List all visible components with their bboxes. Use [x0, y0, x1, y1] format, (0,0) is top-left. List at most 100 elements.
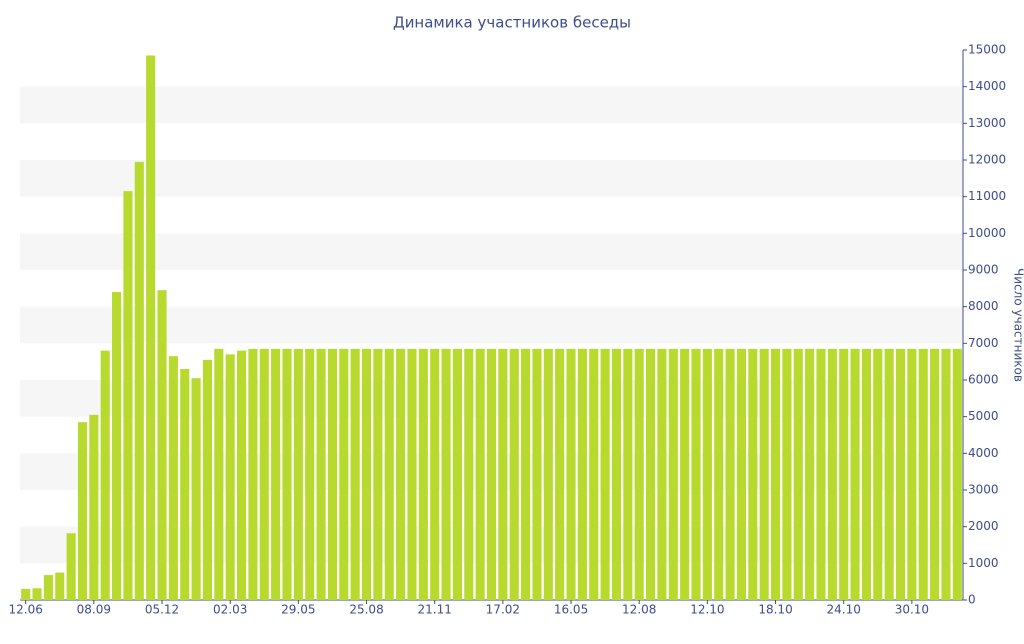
bar [157, 290, 166, 600]
bar [362, 349, 371, 600]
bar [476, 349, 485, 600]
bar [498, 349, 507, 600]
bar [32, 588, 41, 600]
x-tick-label: 05.12 [145, 603, 179, 617]
bar [555, 349, 564, 600]
bar [226, 354, 235, 600]
y-tick-label: 2000 [968, 519, 999, 533]
x-tick-label: 24.10 [827, 603, 861, 617]
bar [294, 349, 303, 600]
bar [941, 349, 950, 600]
bar [760, 349, 769, 600]
bar [351, 349, 360, 600]
bar [703, 349, 712, 600]
bar [851, 349, 860, 600]
x-tick-label: 29.05 [281, 603, 315, 617]
bar [680, 349, 689, 600]
y-tick-label: 9000 [968, 263, 999, 277]
x-tick-label: 16.05 [554, 603, 588, 617]
bar [44, 575, 53, 600]
bar [21, 589, 30, 600]
x-tick-label: 21.11 [418, 603, 452, 617]
bar [407, 349, 416, 600]
bar [192, 378, 201, 600]
bar [328, 349, 337, 600]
x-tick-label: 08.09 [77, 603, 111, 617]
bar [67, 533, 76, 600]
bar [510, 349, 519, 600]
bar [691, 349, 700, 600]
bar [885, 349, 894, 600]
y-axis-label: Число участников [1012, 268, 1024, 382]
bar [339, 349, 348, 600]
bar [737, 349, 746, 600]
bar [794, 349, 803, 600]
bar [373, 349, 382, 600]
bar [771, 349, 780, 600]
bar [237, 351, 246, 600]
bar [112, 292, 121, 600]
bar [419, 349, 428, 600]
x-tick-label: 25.08 [349, 603, 383, 617]
y-tick-label: 11000 [968, 189, 1006, 203]
bar [169, 356, 178, 600]
grid-band [20, 233, 963, 270]
bar [839, 349, 848, 600]
x-tick-label: 17.02 [486, 603, 520, 617]
bar [317, 349, 326, 600]
bar [566, 349, 575, 600]
bar [260, 349, 269, 600]
bar [669, 349, 678, 600]
bar [623, 349, 632, 600]
y-tick-label: 12000 [968, 153, 1006, 167]
bar [578, 349, 587, 600]
y-tick-label: 13000 [968, 116, 1006, 130]
x-tick-label: 02.03 [213, 603, 247, 617]
bar [726, 349, 735, 600]
bar [930, 349, 939, 600]
bar [646, 349, 655, 600]
bar [396, 349, 405, 600]
y-tick-label: 1000 [968, 556, 999, 570]
y-tick-label: 6000 [968, 373, 999, 387]
bar [714, 349, 723, 600]
bar [146, 56, 155, 601]
bar [862, 349, 871, 600]
bar [748, 349, 757, 600]
x-tick-label: 12.06 [9, 603, 43, 617]
y-tick-label: 8000 [968, 299, 999, 313]
bar [828, 349, 837, 600]
grid-band [20, 160, 963, 197]
bar [453, 349, 462, 600]
bar [601, 349, 610, 600]
grid-band [20, 87, 963, 124]
bar [782, 349, 791, 600]
bar [135, 162, 144, 600]
y-tick-label: 0 [968, 593, 976, 607]
y-tick-label: 3000 [968, 483, 999, 497]
bar [953, 349, 962, 600]
bar [464, 349, 473, 600]
y-tick-label: 7000 [968, 336, 999, 350]
bar [203, 360, 212, 600]
bar [657, 349, 666, 600]
bar [635, 349, 644, 600]
chart-title: Динамика участников беседы [393, 14, 631, 32]
x-tick-label: 30.10 [895, 603, 929, 617]
bar [896, 349, 905, 600]
bar [78, 422, 87, 600]
bar [487, 349, 496, 600]
bar [532, 349, 541, 600]
bar [816, 349, 825, 600]
bar [430, 349, 439, 600]
bar [589, 349, 598, 600]
bar [180, 369, 189, 600]
y-tick-label: 15000 [968, 43, 1006, 57]
y-tick-label: 14000 [968, 79, 1006, 93]
bar [123, 191, 132, 600]
bar [907, 349, 916, 600]
x-tick-label: 12.08 [622, 603, 656, 617]
x-tick-label: 12.10 [690, 603, 724, 617]
